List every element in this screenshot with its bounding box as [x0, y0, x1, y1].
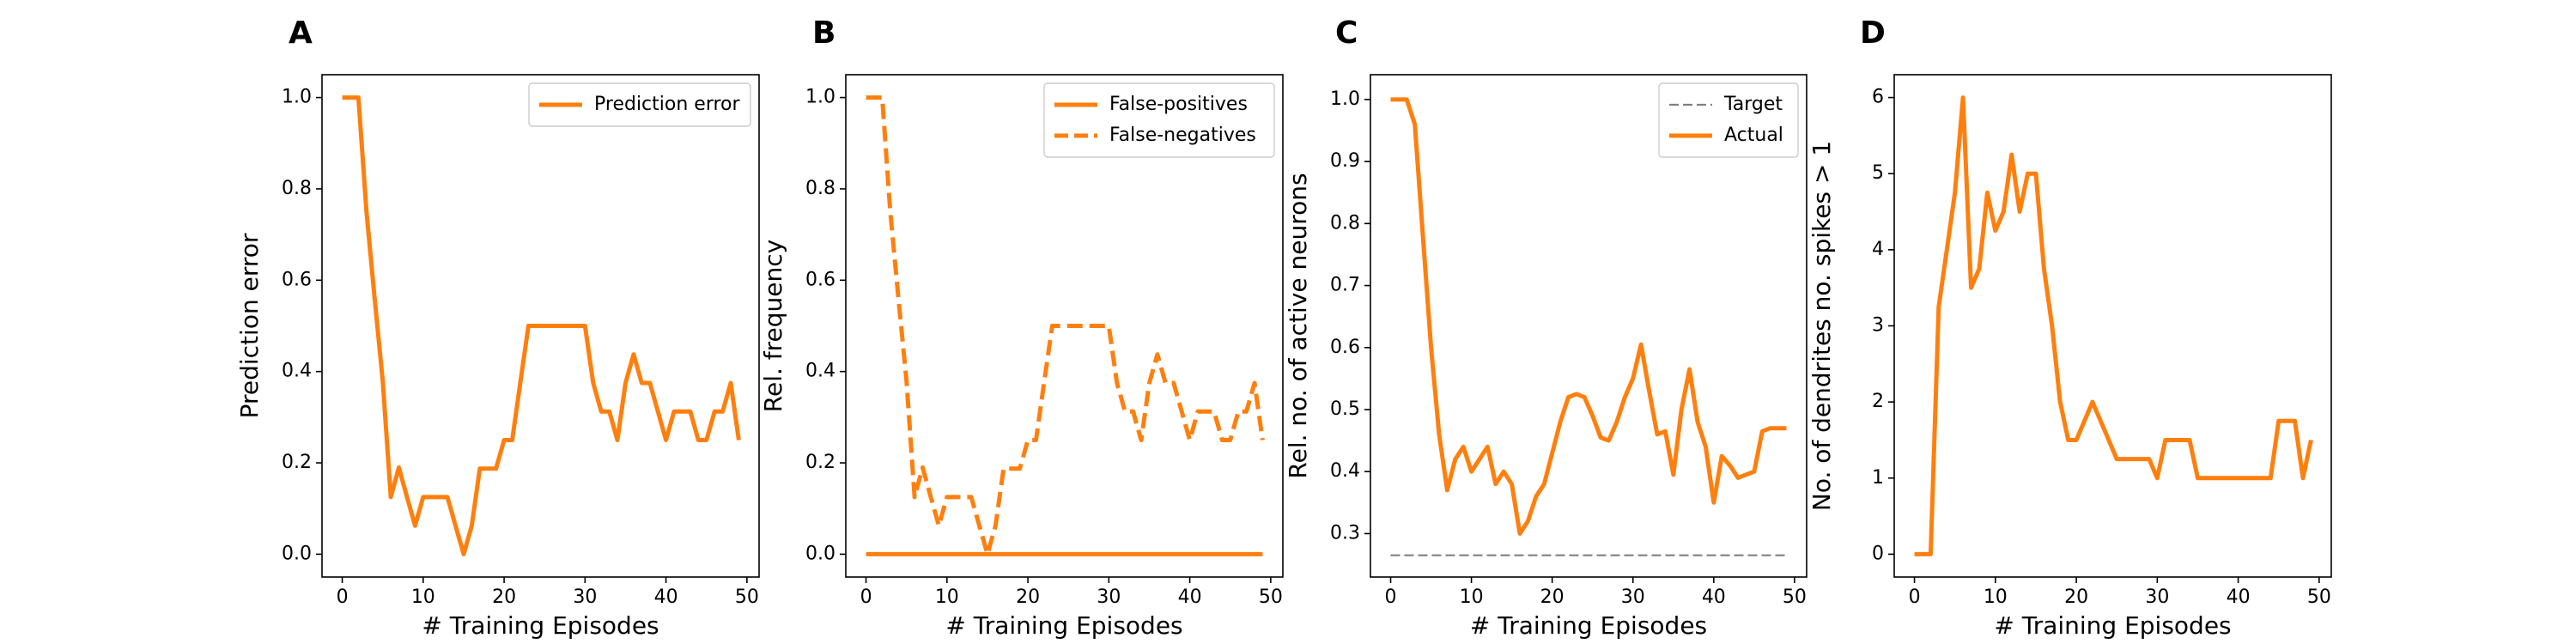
panel-letter-c: C: [1335, 15, 1358, 51]
y-tick-label: 0.6: [282, 269, 312, 290]
y-axis-label: Rel. frequency: [759, 240, 787, 412]
x-tick-label: 10: [935, 586, 959, 608]
y-tick-label: 1: [1872, 467, 1884, 489]
y-axis-label: Rel. no. of active neurons: [1284, 173, 1312, 478]
y-tick-label: 0.8: [805, 178, 835, 199]
panel-letter-a: A: [289, 15, 313, 51]
y-tick-label: 0.5: [1330, 398, 1360, 420]
y-tick-label: 1.0: [805, 87, 835, 108]
y-axis-label: No. of dendrites no. spikes > 1: [1807, 141, 1836, 511]
x-tick-label: 30: [1097, 586, 1121, 608]
x-tick-label: 30: [2145, 586, 2169, 608]
y-tick-label: 0.4: [805, 361, 835, 382]
x-tick-label: 0: [337, 586, 349, 608]
y-tick-label: 0: [1872, 543, 1884, 564]
x-axis-label: # Training Episodes: [945, 611, 1182, 640]
series-line-prediction-error: [342, 95, 741, 556]
y-tick-label: 0.0: [805, 543, 835, 564]
x-tick-label: 20: [1016, 586, 1040, 608]
legend-box: [1658, 82, 1799, 158]
y-tick-label: 0.4: [1330, 460, 1360, 482]
series-line-false-negatives: [866, 95, 1265, 556]
axes-frame: [321, 74, 760, 578]
legend-label: False-negatives: [1109, 125, 1256, 146]
y-tick-label: 1.0: [1330, 88, 1360, 110]
x-axis-label: # Training Episodes: [1994, 611, 2231, 640]
y-tick-label: 0.8: [1330, 212, 1360, 234]
x-tick-label: 0: [1909, 586, 1921, 608]
y-tick-label: 0.0: [282, 543, 312, 564]
axes-frame: [1370, 74, 1807, 578]
x-tick-label: 10: [411, 586, 435, 608]
panel-d: D 0 10 20 30 40 50 0 1 2 3 4 5 6 # Training Episodes No…: [1807, 15, 2332, 640]
y-tick-label: 0.2: [282, 452, 312, 473]
y-tick-label: 0.6: [805, 269, 835, 290]
x-tick-label: 10: [1460, 586, 1484, 608]
y-tick-label: 4: [1872, 239, 1884, 260]
legend-label: Target: [1723, 94, 1783, 115]
y-tick-label: 5: [1872, 162, 1884, 184]
x-tick-label: 40: [1178, 586, 1202, 608]
y-tick-label: 3: [1872, 315, 1884, 337]
legend-label: Prediction error: [594, 94, 740, 115]
panel-letter-b: B: [812, 15, 835, 51]
x-tick-label: 50: [1259, 586, 1283, 608]
series-line-actual: [1390, 97, 1787, 536]
x-tick-label: 40: [1702, 586, 1726, 608]
x-tick-label: 40: [654, 586, 678, 608]
y-tick-label: 1.0: [282, 87, 312, 108]
y-tick-label: 6: [1872, 87, 1884, 108]
legend-label: False-positives: [1109, 94, 1248, 115]
y-tick-label: 0.7: [1330, 275, 1360, 296]
y-axis-label: Prediction error: [235, 233, 264, 418]
x-tick-label: 20: [2064, 586, 2088, 608]
x-tick-label: 30: [573, 586, 597, 608]
series-line-data: [1914, 95, 2313, 556]
y-tick-label: 0.8: [282, 178, 312, 199]
x-tick-label: 20: [492, 586, 516, 608]
y-tick-label: 0.9: [1330, 150, 1360, 172]
y-tick-label: 0.2: [805, 452, 835, 473]
panel-c: C 0 10 20 30 40 50 0.3 0.4 0.5 0.6 0.7 0.8 0.9 1.0 # Tr…: [1284, 15, 1807, 640]
y-tick-label: 0.3: [1330, 522, 1360, 544]
x-tick-label: 30: [1621, 586, 1645, 608]
legend-box: [528, 82, 751, 127]
y-tick-label: 0.4: [282, 361, 312, 382]
y-tick-label: 2: [1872, 391, 1884, 412]
x-tick-label: 50: [735, 586, 759, 608]
x-tick-label: 10: [1984, 586, 2008, 608]
panel-letter-d: D: [1860, 15, 1886, 51]
x-tick-label: 50: [2307, 586, 2331, 608]
x-tick-label: 50: [1783, 586, 1807, 608]
panel-b: B 0 10 20 30 40 50 0.0 0.2 0.4 0.6 0.8 1.0 # Training…: [759, 15, 1284, 640]
x-tick-label: 0: [1385, 586, 1397, 608]
x-tick-label: 0: [860, 586, 872, 608]
y-tick-label: 0.6: [1330, 337, 1360, 358]
panel-a: A 0 10 20 30 40 50 0.0 0.2 0.4 0.6 0.8 1.0 # Training…: [235, 15, 760, 640]
x-tick-label: 20: [1540, 586, 1564, 608]
x-axis-label: # Training Episodes: [1470, 611, 1707, 640]
x-tick-label: 40: [2227, 586, 2251, 608]
x-axis-label: # Training Episodes: [422, 611, 659, 640]
legend-label: Actual: [1724, 125, 1783, 146]
axes-frame: [845, 74, 1284, 578]
legend-box: [1043, 82, 1275, 158]
